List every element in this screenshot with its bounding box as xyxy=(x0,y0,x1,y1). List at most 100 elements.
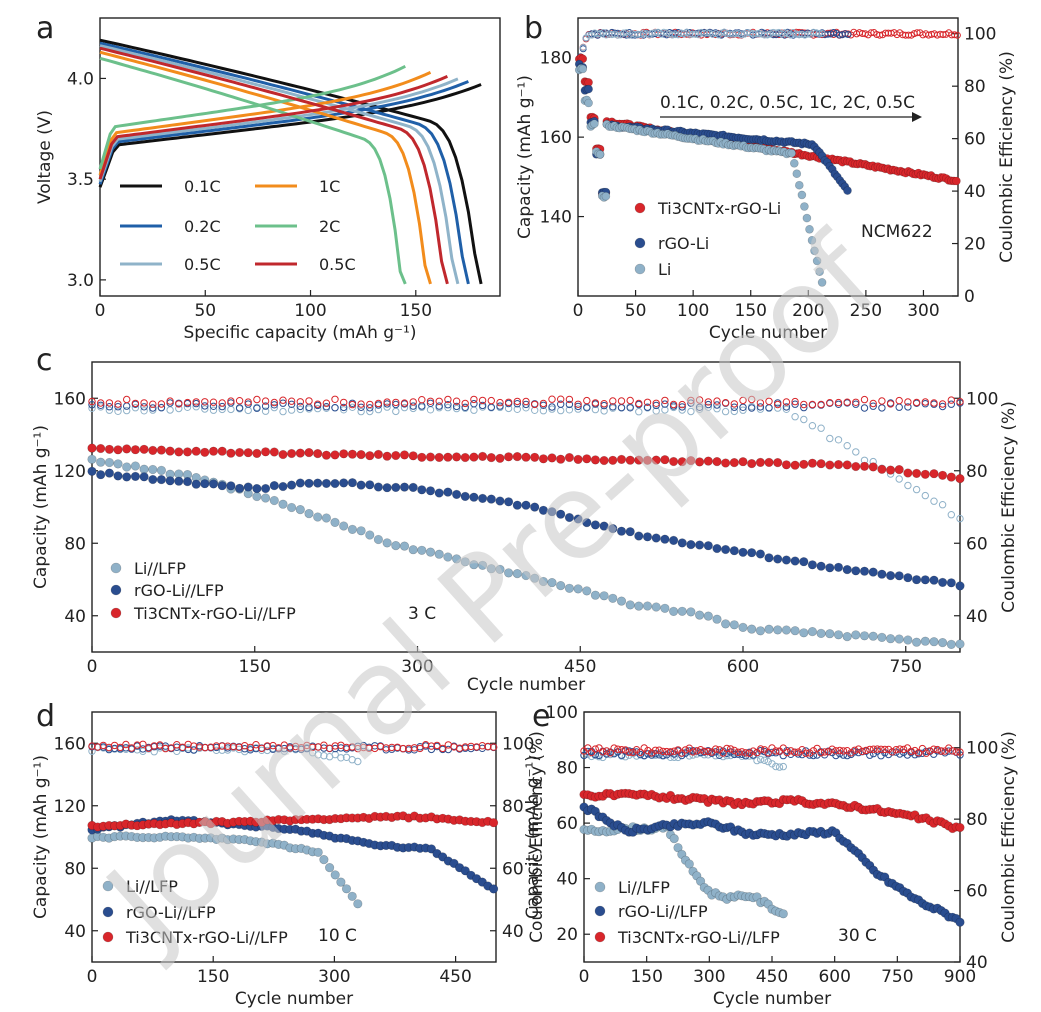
ce-point xyxy=(775,763,784,771)
capacity-point xyxy=(573,514,583,524)
capacity-point xyxy=(781,460,792,470)
capacity-point xyxy=(810,246,819,256)
ce-point xyxy=(738,31,745,39)
capacity-point xyxy=(929,575,939,585)
capacity-point xyxy=(815,267,824,277)
y-tick-label: 120 xyxy=(54,462,86,482)
capacity-point xyxy=(530,502,540,512)
ce-point xyxy=(695,403,704,411)
capacity-point xyxy=(894,465,904,475)
y2-tick-label: 100 xyxy=(502,734,534,754)
y-tick-label: 120 xyxy=(54,797,86,817)
capacity-point xyxy=(843,186,852,195)
panel-a-legend: 0.1C 0.2C 0.5C 1C 2C 0.5C xyxy=(120,177,356,274)
capacity-point xyxy=(816,628,826,639)
capacity-point xyxy=(399,482,410,492)
capacity-point xyxy=(365,451,375,461)
ce-point xyxy=(734,748,742,756)
ce-point xyxy=(235,397,244,405)
capacity-point xyxy=(694,457,705,467)
y2-tick-label: 40 xyxy=(964,182,986,202)
ce-point xyxy=(513,405,521,413)
ce-point xyxy=(636,748,645,757)
ce-point xyxy=(643,403,652,411)
ce-point xyxy=(730,407,738,416)
capacity-point xyxy=(261,447,271,457)
capacity-point xyxy=(764,457,774,468)
capacity-point xyxy=(755,626,766,636)
capacity-point xyxy=(174,447,184,457)
ce-point xyxy=(557,406,565,415)
x-tick-label: 0 xyxy=(87,967,98,987)
capacity-point xyxy=(512,452,522,462)
capacity-point xyxy=(353,899,363,909)
panel-d-axes: d 0 150 300 450 40 80 120 160 40 60 80 100Coulombic … xyxy=(31,699,547,1009)
capacity-point xyxy=(495,496,505,506)
capacity-point xyxy=(684,859,694,869)
capacity-point xyxy=(729,546,739,556)
capacity-point xyxy=(243,448,253,458)
ce-point xyxy=(280,741,288,749)
capacity-point xyxy=(165,476,175,486)
ce-point xyxy=(817,424,825,432)
capacity-point xyxy=(946,578,956,588)
ce-point xyxy=(452,397,461,405)
ce-point xyxy=(291,745,300,753)
ce-point xyxy=(696,748,705,757)
ce-point xyxy=(123,402,131,410)
capacity-point xyxy=(842,460,852,470)
ce-point xyxy=(229,743,238,751)
ce-point xyxy=(388,743,396,752)
capacity-point xyxy=(295,448,305,458)
legend-label: 2C xyxy=(319,217,340,236)
capacity-point xyxy=(325,862,335,873)
capacity-point xyxy=(226,481,236,491)
panel-letter: e xyxy=(532,699,550,734)
x-tick-label: 150 xyxy=(735,301,767,321)
ce-point xyxy=(253,395,261,404)
capacity-point xyxy=(304,448,314,458)
panel-e-axes: e 0 150 300 450 600 750 900 20 40 60 80 100 40 60 80 100… xyxy=(523,699,1019,1009)
x-tick-label: 0 xyxy=(573,301,584,321)
ce-point xyxy=(745,749,754,757)
panel-e-rate-label: 30 C xyxy=(838,926,877,946)
capacity-point xyxy=(130,471,140,482)
ce-point xyxy=(140,403,148,411)
ce-point xyxy=(455,744,464,752)
capacity-point xyxy=(712,543,722,554)
ce-point xyxy=(405,744,413,753)
capacity-point xyxy=(590,520,601,530)
ce-point xyxy=(918,749,927,757)
capacity-point xyxy=(208,446,219,456)
y2-axis-title: Coulombic Efficiency (%) xyxy=(997,51,1017,263)
panel-a-series xyxy=(98,38,483,285)
y-tick-label: 80 xyxy=(64,534,86,554)
y2-tick-label: 0 xyxy=(964,287,975,307)
ce-point xyxy=(739,396,747,405)
ce-point xyxy=(167,744,175,752)
ce-point xyxy=(721,407,730,416)
capacity-point xyxy=(903,573,913,583)
capacity-point xyxy=(330,478,340,489)
ce-point xyxy=(426,397,435,405)
capacity-point xyxy=(642,532,653,542)
capacity-point xyxy=(287,480,297,490)
x-tick-label: 50 xyxy=(625,301,647,321)
y2-tick-label: 100 xyxy=(966,739,998,759)
ce-point xyxy=(852,398,860,406)
ce-point xyxy=(400,403,409,412)
ce-point xyxy=(926,747,934,755)
ce-point xyxy=(817,400,825,409)
ce-point xyxy=(748,404,756,412)
ce-point xyxy=(357,407,365,416)
ce-point xyxy=(600,400,608,408)
ce-point xyxy=(869,745,878,753)
capacity-point xyxy=(800,202,809,211)
x-tick-label: 450 xyxy=(756,967,788,987)
ce-point xyxy=(930,497,938,505)
capacity-point xyxy=(920,636,930,646)
capacity-point xyxy=(278,499,288,509)
x-tick-label: 300 xyxy=(693,967,725,987)
capacity-point xyxy=(599,591,609,601)
ce-point xyxy=(574,405,582,413)
